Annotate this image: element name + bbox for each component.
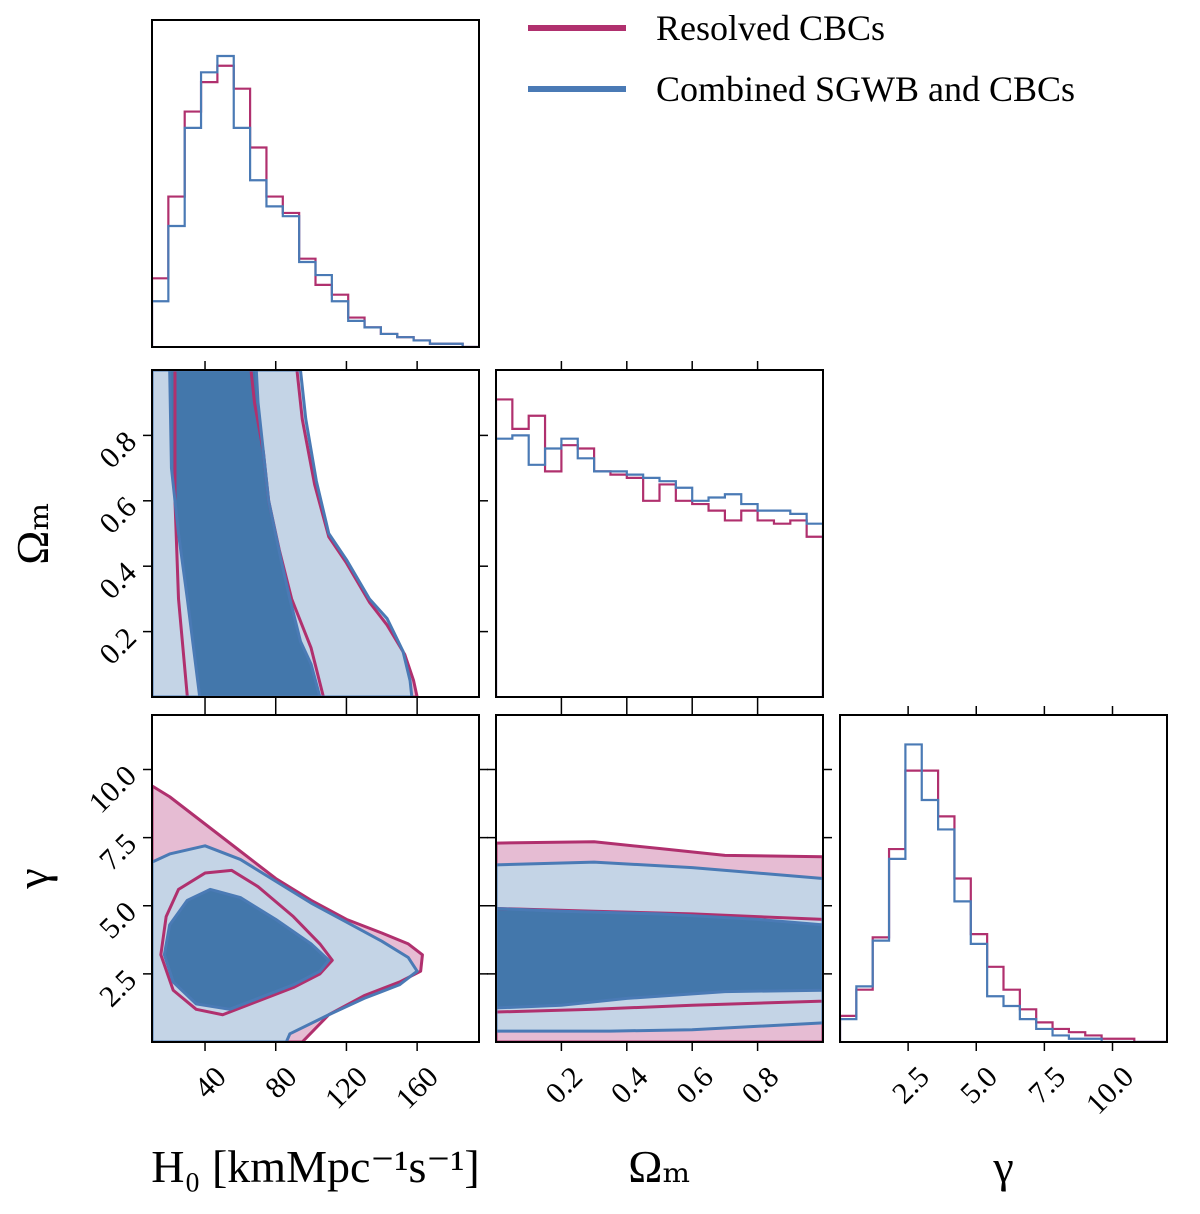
y-tick-label: 7.5 bbox=[93, 827, 143, 877]
x-tick-label: 0.4 bbox=[605, 1060, 655, 1110]
contour-line bbox=[173, 370, 325, 697]
contour-line bbox=[152, 844, 419, 1042]
panel bbox=[496, 398, 823, 697]
y-tick-label: 2.5 bbox=[93, 963, 143, 1013]
y-tick-label: 0.6 bbox=[93, 490, 143, 540]
panel-frame bbox=[839, 714, 1168, 1043]
contour-line bbox=[162, 887, 331, 1011]
contour-line bbox=[152, 370, 414, 697]
contour-line bbox=[168, 370, 322, 697]
panel-frame bbox=[151, 714, 480, 1043]
x-tick-label: 2.5 bbox=[886, 1060, 936, 1110]
contour-line bbox=[152, 370, 419, 697]
histogram-step bbox=[496, 434, 823, 697]
histogram-step bbox=[496, 398, 823, 697]
contour-fill bbox=[169, 370, 320, 697]
contour-fill bbox=[496, 908, 823, 1008]
panel bbox=[152, 370, 419, 697]
y-axis-label: γ bbox=[7, 868, 58, 889]
y-tick-label: 5.0 bbox=[93, 895, 143, 945]
x-tick-label: 7.5 bbox=[1022, 1060, 1072, 1110]
panel-frame bbox=[495, 369, 824, 698]
x-tick-label: 10.0 bbox=[1080, 1060, 1140, 1120]
panel bbox=[152, 54, 479, 347]
x-tick-label: 0.6 bbox=[670, 1060, 720, 1110]
x-axis-label: H₀ [kmMpc⁻¹s⁻¹] bbox=[151, 1141, 480, 1192]
contour-line bbox=[496, 840, 823, 1042]
y-axis-label: Ωₘ bbox=[7, 502, 58, 564]
panel-frame bbox=[495, 714, 824, 1043]
x-tick-label: 120 bbox=[319, 1060, 374, 1115]
panel bbox=[152, 784, 424, 1042]
x-tick-label: 5.0 bbox=[954, 1060, 1004, 1110]
contour-line bbox=[496, 906, 823, 1010]
contour-line bbox=[159, 868, 334, 1017]
panel-frame bbox=[151, 369, 480, 698]
y-tick-label: 10.0 bbox=[82, 759, 142, 819]
legend-label: Combined SGWB and CBCs bbox=[656, 69, 1075, 109]
legend-label: Resolved CBCs bbox=[656, 8, 885, 48]
panel-frame bbox=[151, 19, 480, 348]
x-tick-label: 0.8 bbox=[735, 1060, 785, 1110]
x-axis-label: γ bbox=[992, 1141, 1013, 1192]
panel bbox=[840, 743, 1167, 1042]
x-axis-label: Ωₘ bbox=[628, 1141, 690, 1192]
y-tick-label: 0.4 bbox=[93, 556, 143, 606]
histogram-step bbox=[840, 743, 1167, 1042]
contour-line bbox=[496, 860, 823, 1033]
x-tick-label: 0.2 bbox=[539, 1060, 589, 1110]
contour-line bbox=[152, 784, 424, 1042]
x-tick-label: 40 bbox=[188, 1060, 233, 1105]
histogram-step bbox=[152, 54, 479, 347]
x-tick-label: 160 bbox=[390, 1060, 445, 1115]
y-tick-label: 0.8 bbox=[93, 425, 143, 475]
panel bbox=[496, 840, 823, 1042]
contour-fill bbox=[164, 889, 329, 1010]
y-tick-label: 0.2 bbox=[93, 621, 143, 671]
x-tick-label: 80 bbox=[259, 1060, 304, 1105]
